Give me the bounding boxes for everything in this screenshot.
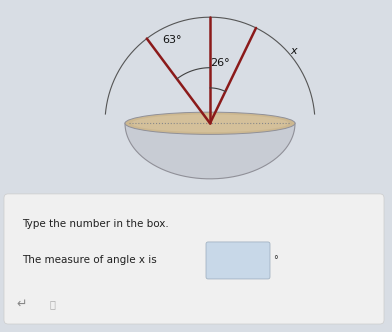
Text: 26°: 26° <box>210 58 229 68</box>
Text: 🗑: 🗑 <box>49 299 55 309</box>
Text: Type the number in the box.: Type the number in the box. <box>22 219 169 229</box>
Text: The measure of angle x is: The measure of angle x is <box>22 255 157 265</box>
FancyBboxPatch shape <box>4 194 384 324</box>
Text: x: x <box>290 46 297 56</box>
Ellipse shape <box>125 112 295 134</box>
Text: °: ° <box>273 255 278 265</box>
Polygon shape <box>125 123 295 179</box>
Ellipse shape <box>131 115 289 132</box>
FancyBboxPatch shape <box>206 242 270 279</box>
Text: ↵: ↵ <box>17 297 27 310</box>
Text: 63°: 63° <box>162 35 182 44</box>
